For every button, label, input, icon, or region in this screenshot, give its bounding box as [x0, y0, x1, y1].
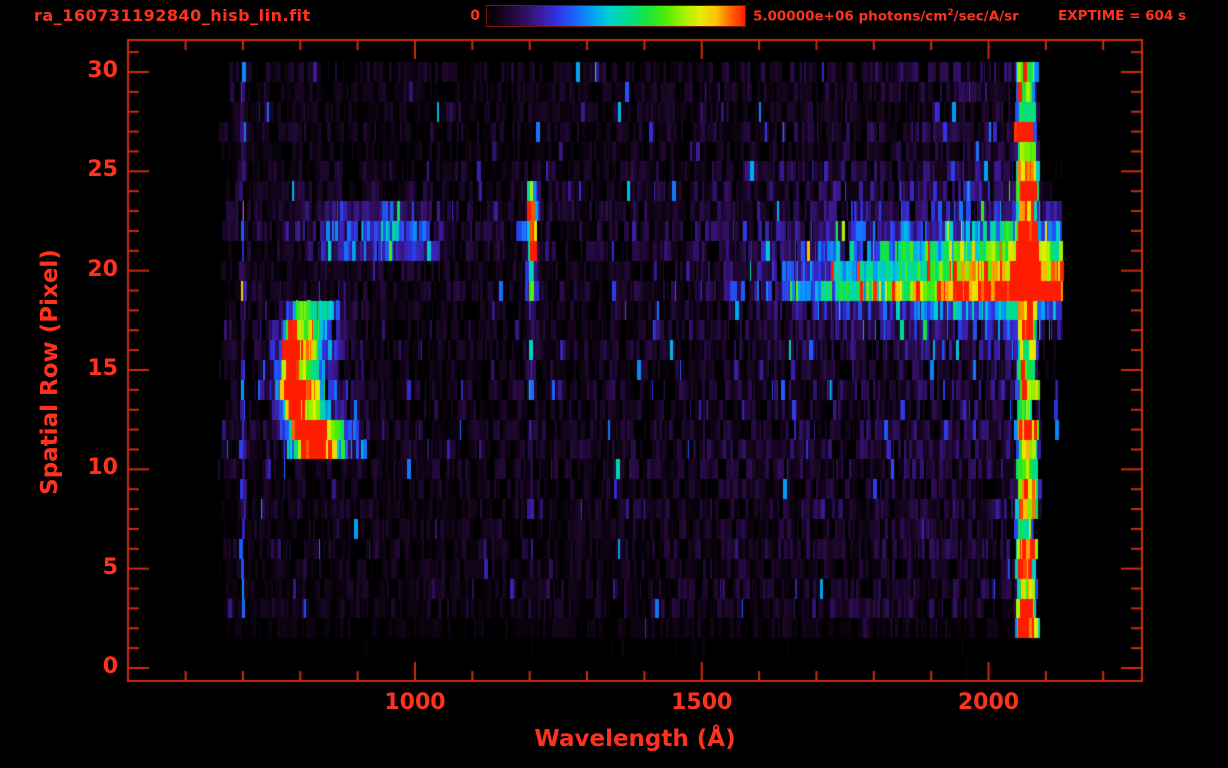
y-axis-title: Spatial Row (Pixel): [37, 249, 63, 495]
x-tick-label: 2000: [957, 690, 1020, 715]
x-tick-label: 1500: [671, 690, 733, 715]
y-tick-label: 10: [87, 455, 118, 481]
y-tick-label: 5: [102, 554, 118, 580]
colorbar-units-pre: photons/cm: [853, 8, 948, 25]
exptime-label: EXPTIME = 604 s: [1057, 8, 1186, 24]
colorbar-units-post: /sec/A/sr: [953, 8, 1019, 25]
y-tick-label: 20: [87, 256, 118, 282]
colorbar-units-sup: 2: [947, 8, 954, 18]
x-tick-label: 1000: [384, 690, 446, 715]
file-title: ra_160731192840_hisb_lin.fit: [34, 6, 311, 25]
x-axis-title: Wavelength (Å): [534, 726, 736, 752]
y-tick-label: 15: [87, 355, 118, 381]
y-tick-label: 0: [102, 654, 118, 679]
y-tick-label: 25: [87, 157, 118, 183]
colorbar-min-label: 0: [470, 8, 480, 24]
colorbar-max-value: 5.00000e+06: [753, 8, 854, 25]
colorbar-gradient: [486, 5, 746, 27]
colorbar-max-label: 5.00000e+06 photons/cm2/sec/A/sr: [753, 8, 1019, 25]
y-tick-label: 30: [87, 57, 118, 83]
